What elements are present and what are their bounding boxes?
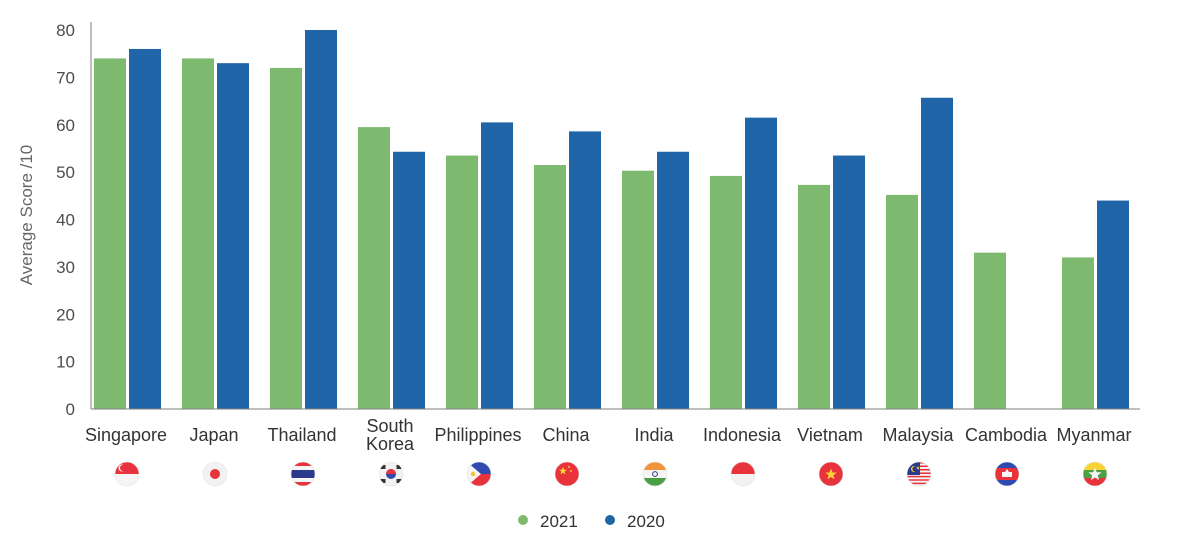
china-flag-icon bbox=[555, 462, 579, 486]
singapore-flag-icon bbox=[115, 462, 139, 486]
malaysia-flag-icon bbox=[907, 462, 931, 486]
legend-label-2021: 2021 bbox=[540, 512, 578, 531]
y-tick-label: 50 bbox=[56, 163, 75, 182]
bar-2021-cambodia bbox=[974, 252, 1006, 409]
bar-2021-vietnam bbox=[798, 184, 830, 409]
bar-2021-india bbox=[622, 170, 654, 409]
legend: 2021 2020 bbox=[518, 512, 665, 531]
bar-2021-south-korea bbox=[358, 127, 390, 410]
bar-2020-singapore bbox=[129, 48, 161, 409]
bar-2021-thailand bbox=[270, 67, 302, 410]
indonesia-flag-icon bbox=[731, 462, 755, 486]
category-label: Myanmar bbox=[1056, 425, 1131, 445]
flag-row bbox=[114, 461, 1108, 487]
bar-2021-malaysia bbox=[886, 194, 918, 409]
bar-2020-thailand bbox=[305, 30, 337, 409]
y-tick-label: 70 bbox=[56, 68, 75, 87]
category-label: Vietnam bbox=[797, 425, 863, 445]
bar-2020-malaysia bbox=[921, 97, 953, 409]
category-label: Singapore bbox=[85, 425, 167, 445]
bar-2021-china bbox=[534, 165, 566, 409]
category-label: China bbox=[542, 425, 590, 445]
y-tick-label: 20 bbox=[56, 305, 75, 324]
india-flag-icon bbox=[643, 462, 667, 486]
category-label-line: South bbox=[366, 416, 413, 436]
myanmar-flag-icon bbox=[1083, 462, 1107, 486]
bar-2021-philippines bbox=[446, 155, 478, 409]
y-tick-label: 60 bbox=[56, 116, 75, 135]
bars bbox=[94, 30, 1129, 410]
bar-2020-myanmar bbox=[1097, 200, 1129, 409]
category-label: Japan bbox=[189, 425, 238, 445]
category-label: Malaysia bbox=[882, 425, 954, 445]
bar-2020-south-korea bbox=[393, 151, 425, 409]
y-tick-label: 80 bbox=[56, 21, 75, 40]
cambodia-flag-icon bbox=[995, 462, 1019, 486]
legend-marker-2021 bbox=[518, 515, 528, 525]
y-axis-ticks: 0 10 20 30 40 50 60 70 80 bbox=[56, 21, 75, 419]
category-label: Cambodia bbox=[965, 425, 1048, 445]
thailand-flag-icon bbox=[291, 462, 315, 486]
philippines-flag-icon bbox=[467, 462, 491, 486]
bar-2021-japan bbox=[182, 58, 214, 410]
bar-2021-myanmar bbox=[1062, 257, 1094, 409]
bar-2020-china bbox=[569, 131, 601, 409]
y-tick-label: 0 bbox=[66, 400, 75, 419]
south-korea-flag-icon bbox=[379, 462, 403, 486]
bar-2020-india bbox=[657, 151, 689, 409]
category-label: South Korea bbox=[366, 416, 415, 454]
y-tick-label: 10 bbox=[56, 353, 75, 372]
y-axis-title: Average Score /10 bbox=[17, 145, 36, 286]
bar-2020-philippines bbox=[481, 122, 513, 409]
bar-2021-singapore bbox=[94, 58, 126, 410]
category-label-line: Korea bbox=[366, 434, 415, 454]
japan-flag-icon bbox=[203, 462, 227, 486]
category-label: India bbox=[634, 425, 674, 445]
category-label: Indonesia bbox=[703, 425, 782, 445]
vietnam-flag-icon bbox=[819, 462, 843, 486]
y-tick-label: 40 bbox=[56, 211, 75, 230]
x-axis-labels: Singapore Japan Thailand South Korea Philippi… bbox=[85, 416, 1132, 454]
bar-2020-vietnam bbox=[833, 155, 865, 409]
category-label: Philippines bbox=[434, 425, 521, 445]
bar-2020-indonesia bbox=[745, 117, 777, 410]
bar-2020-japan bbox=[217, 63, 249, 409]
legend-label-2020: 2020 bbox=[627, 512, 665, 531]
y-tick-label: 30 bbox=[56, 258, 75, 277]
category-label: Thailand bbox=[267, 425, 336, 445]
bar-2021-indonesia bbox=[710, 175, 742, 409]
legend-marker-2020 bbox=[605, 515, 615, 525]
